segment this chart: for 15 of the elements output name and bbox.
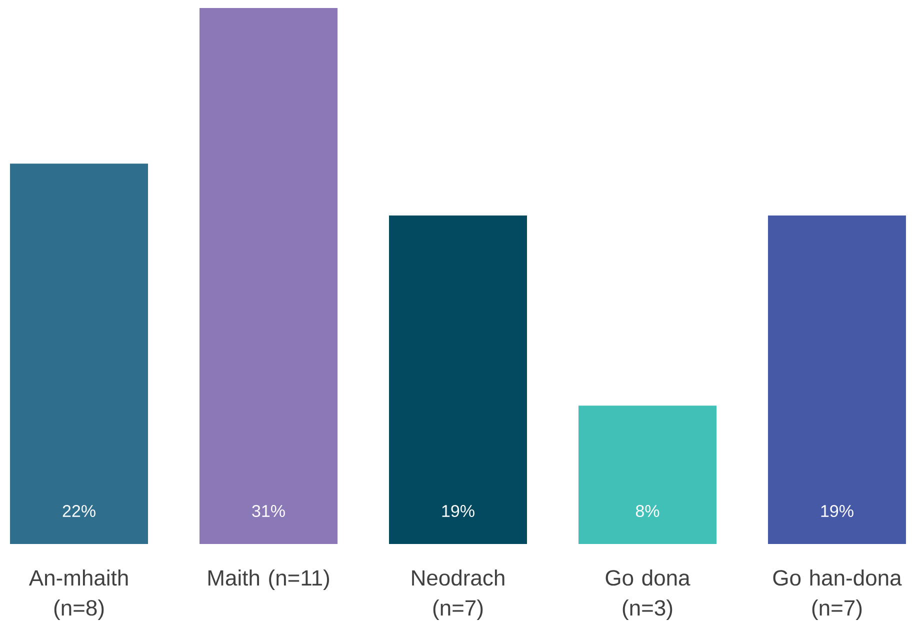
data-label: 19% [442,504,474,518]
x-tick-label: Neodrach (n=7) [412,570,504,620]
bar [768,215,906,544]
x-tick-label: Maith (n=11) [208,570,330,590]
data-label: 22% [62,505,96,517]
x-tick-label: Go dona (n=3) [606,570,690,620]
bar [10,164,148,544]
x-tick-label: An-mhaith (n=8) [28,570,128,620]
bar [388,215,527,544]
x-tick-label: Go han-dona (n=7) [773,570,902,620]
bar [578,406,716,544]
data-label: 31% [252,504,285,518]
bar [200,8,338,544]
data-label: 8% [636,504,660,518]
data-label: 19% [821,504,854,518]
